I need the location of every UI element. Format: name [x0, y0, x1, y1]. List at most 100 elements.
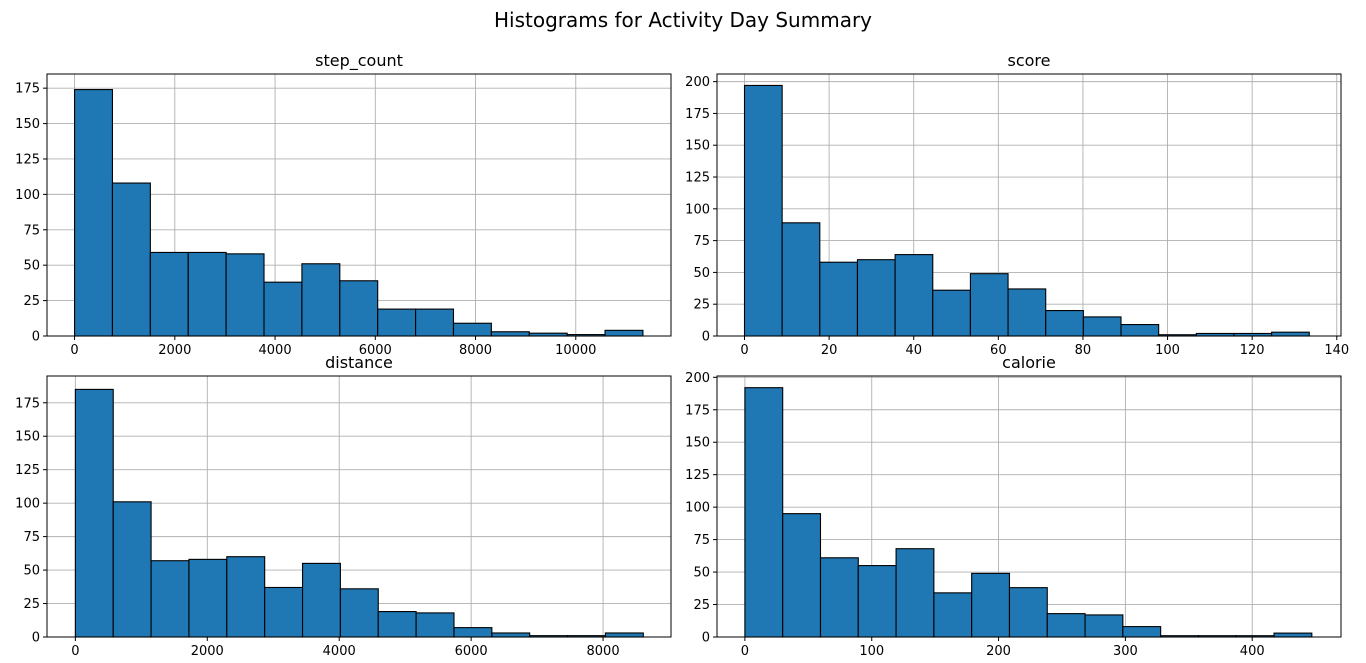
y-tick-label: 200 — [685, 75, 710, 90]
histogram-bar — [856, 259, 896, 337]
histogram-bar — [743, 84, 783, 337]
x-tick-label: 4000 — [323, 644, 356, 659]
histogram-bar — [301, 263, 341, 337]
subplot-calorie: 0 100 200 300 400 0 25 50 75 100 125 150 175 200 calor… — [685, 353, 1342, 659]
y-tick-label: 125 — [15, 463, 40, 478]
histogram-bar — [1007, 288, 1047, 337]
y-tick-label: 125 — [685, 468, 710, 483]
y-tick-label: 100 — [685, 501, 710, 516]
histogram-bar — [604, 632, 644, 638]
histogram-bar — [150, 560, 190, 638]
histogram-bar — [188, 558, 228, 638]
y-tick-label: 50 — [23, 564, 40, 579]
x-tick-label: 40 — [905, 343, 922, 358]
y-tick-label: 200 — [685, 371, 710, 386]
histogram-bar — [415, 308, 455, 337]
histogram-bar — [491, 632, 531, 638]
histogram-bar — [969, 273, 1009, 337]
x-tick-label: 8000 — [459, 343, 492, 358]
y-tick-label: 50 — [693, 566, 710, 581]
subplot-title: score — [1008, 51, 1051, 70]
y-tick-label: 50 — [23, 259, 40, 274]
histogram-bar — [490, 331, 530, 337]
x-tick-label: 100 — [859, 644, 884, 659]
x-tick-label: 0 — [741, 644, 749, 659]
x-tick-label: 60 — [990, 343, 1007, 358]
y-tick-label: 125 — [685, 171, 710, 186]
y-tick-label: 25 — [23, 294, 40, 309]
histogram-bar — [74, 388, 114, 638]
x-tick-label: 8000 — [587, 644, 620, 659]
histogram-bar — [971, 572, 1011, 638]
histogram-bar — [1008, 587, 1048, 638]
histogram-bar — [263, 281, 303, 337]
x-tick-label: 6000 — [455, 644, 488, 659]
histogram-bar — [895, 548, 935, 638]
histogram-bar — [339, 280, 379, 337]
y-tick-label: 50 — [693, 266, 710, 281]
histogram-bar — [894, 254, 934, 337]
subplot-title: step_count — [315, 51, 403, 71]
y-tick-label: 25 — [693, 598, 710, 613]
histogram-bar — [819, 557, 859, 638]
x-tick-label: 300 — [1113, 644, 1138, 659]
histogram-bar — [264, 586, 304, 638]
histogram-bar — [1273, 632, 1313, 638]
histogram-bar — [1271, 331, 1310, 337]
y-tick-label: 75 — [23, 223, 40, 238]
histogram-bar — [932, 289, 971, 337]
histogram-bar — [1084, 614, 1124, 638]
histogram-bar — [226, 556, 266, 638]
histogram-bar — [377, 308, 417, 337]
x-tick-label: 400 — [1240, 644, 1265, 659]
histogram-bar — [149, 251, 189, 337]
x-tick-label: 80 — [1075, 343, 1092, 358]
y-tick-label: 150 — [685, 436, 710, 451]
histogram-bar — [1120, 324, 1160, 337]
histogram-bar — [933, 592, 973, 638]
histogram-bar — [857, 565, 897, 638]
histogram-bar — [1046, 613, 1086, 638]
subplot-distance: 0 2000 4000 6000 8000 0 25 50 75 100 125 150 175 dist… — [15, 353, 672, 659]
y-tick-label: 0 — [702, 330, 710, 345]
histogram-bar — [781, 222, 821, 337]
y-tick-label: 75 — [693, 533, 710, 548]
x-tick-label: 0 — [740, 343, 748, 358]
x-tick-label: 2000 — [191, 644, 224, 659]
y-tick-label: 100 — [685, 202, 710, 217]
y-tick-label: 175 — [15, 396, 40, 411]
histogram-bar — [74, 89, 114, 337]
x-tick-label: 20 — [821, 343, 838, 358]
x-tick-label: 4000 — [259, 343, 292, 358]
y-tick-label: 0 — [32, 330, 40, 345]
y-tick-label: 75 — [693, 234, 710, 249]
subplot-score: 0 20 40 60 80 100 120 140 0 25 50 75 100 125 150 175 200… — [685, 51, 1349, 358]
histogram-bar — [1045, 310, 1084, 337]
y-tick-label: 150 — [15, 117, 40, 132]
x-tick-label: 0 — [70, 343, 78, 358]
y-tick-label: 175 — [15, 82, 40, 97]
x-tick-label: 0 — [71, 644, 79, 659]
histogram-bar — [112, 501, 152, 638]
y-tick-label: 100 — [15, 497, 40, 512]
x-tick-label: 120 — [1240, 343, 1265, 358]
histogram-bar — [744, 387, 784, 638]
y-tick-label: 100 — [15, 188, 40, 203]
histogram-bar — [187, 251, 227, 337]
histogram-bar — [377, 611, 417, 638]
histogram-bar — [1122, 626, 1162, 638]
y-tick-label: 0 — [32, 631, 40, 646]
y-tick-label: 25 — [693, 298, 710, 313]
histogram-bar — [301, 562, 341, 638]
histogram-bar — [452, 322, 492, 337]
y-tick-label: 0 — [702, 631, 710, 646]
y-tick-label: 75 — [23, 530, 40, 545]
histogram-bar — [415, 612, 455, 638]
histogram-bar — [1082, 316, 1122, 337]
histogram-bar — [225, 253, 265, 337]
axes-frame — [46, 375, 672, 638]
histogram-bar — [339, 588, 379, 638]
axes-frame — [716, 73, 1342, 337]
